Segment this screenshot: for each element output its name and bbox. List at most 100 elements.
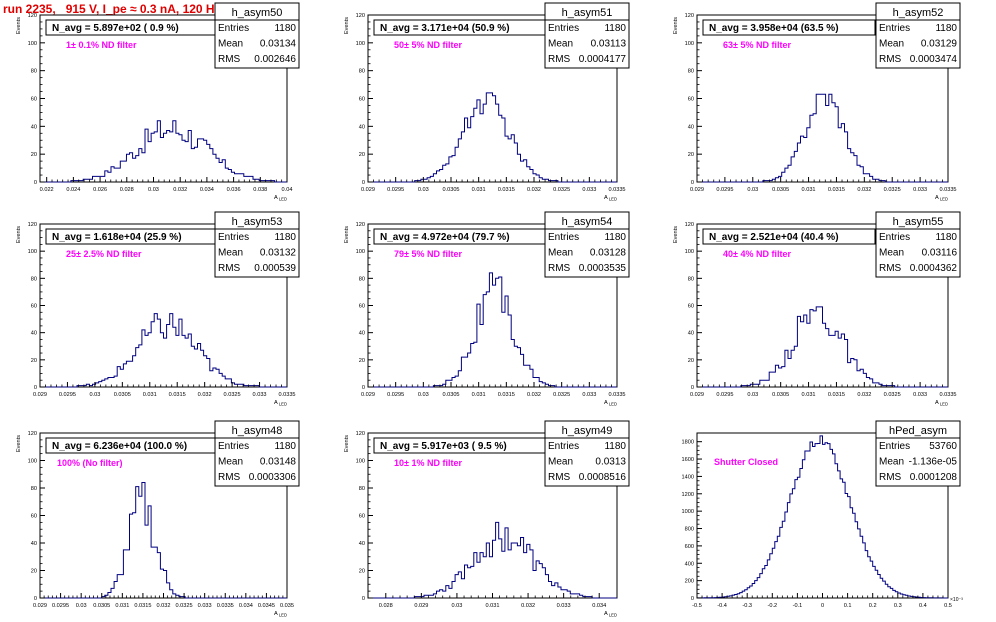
x-tick-label: 0.0335 xyxy=(939,187,956,193)
stats-value: 53760 xyxy=(929,441,957,452)
y-tick-label: 0 xyxy=(691,385,694,391)
y-tick-label: 40 xyxy=(31,541,37,547)
y-tick-label: 20 xyxy=(31,358,37,364)
x-tick-label: 0.0295 xyxy=(387,187,404,193)
y-tick-label: 100 xyxy=(356,249,365,255)
stats-label: Entries xyxy=(218,232,249,243)
filter-label: 10± 1% ND filter xyxy=(394,458,462,468)
stats-value: 0.0003306 xyxy=(249,472,297,483)
histogram-line xyxy=(40,120,287,183)
stats-label: Entries xyxy=(548,23,579,34)
stats-label: Mean xyxy=(218,457,243,468)
x-tick-label: -0.3 xyxy=(742,603,752,609)
y-tick-label: 60 xyxy=(359,97,365,103)
y-tick-label: 80 xyxy=(359,486,365,492)
panel-h_asym51: 0.029 0.0295 0.03 0.0305 0.031 0.0315 0.032 0.0… xyxy=(344,2,630,202)
x-tick-label: 0.029 xyxy=(690,187,704,193)
x-axis-label: A LED xyxy=(604,195,617,202)
y-tick-label: 200 xyxy=(685,579,694,585)
stats-value: 0.03134 xyxy=(260,39,297,50)
y-axis-label: Events xyxy=(344,435,350,452)
stats-label: RMS xyxy=(218,472,241,483)
panel-hPed_asym: -0.5 -0.4 -0.3 -0.2 -0.1 0 0.1 0.2 0.3 0.4 0.5 0 200… xyxy=(682,420,963,609)
stats-value: 1180 xyxy=(604,232,626,243)
x-tick-label: 0.0325 xyxy=(176,603,193,609)
y-tick-label: 1200 xyxy=(682,492,694,498)
filter-label: 25± 2.5% ND filter xyxy=(66,249,142,259)
y-tick-label: 60 xyxy=(688,97,694,103)
stats-label: RMS xyxy=(548,54,571,65)
y-tick-label: 800 xyxy=(685,527,694,533)
x-tick-label: 0.04 xyxy=(282,187,293,193)
x-tick-label: 0.028 xyxy=(379,603,393,609)
y-tick-label: 1800 xyxy=(682,440,694,446)
stats-value: 1180 xyxy=(604,441,626,452)
panel-h_asym53: 0.029 0.0295 0.03 0.0305 0.031 0.0315 0.032 0.0… xyxy=(16,211,300,407)
x-tick-label: 0.028 xyxy=(120,187,134,193)
y-tick-label: 100 xyxy=(28,459,37,465)
y-tick-label: 40 xyxy=(359,541,365,547)
x-tick-label: 0.029 xyxy=(414,603,428,609)
x-tick-label: 0.033 xyxy=(913,392,927,398)
x-tick-label: 0.0335 xyxy=(608,392,625,398)
stats-value: 0.0313 xyxy=(595,457,626,468)
navg-text: N_avg = 3.171e+04 (50.9 %) xyxy=(380,23,510,34)
x-tick-label: 0.03 xyxy=(747,187,758,193)
x-tick-label: 0.0325 xyxy=(224,392,241,398)
y-tick-label: 20 xyxy=(359,152,365,158)
y-axis-label: Events xyxy=(344,17,350,34)
y-tick-label: 100 xyxy=(356,459,365,465)
stats-value: 0.03132 xyxy=(260,248,297,259)
stats-label: RMS xyxy=(218,263,241,274)
x-tick-label: 0.0295 xyxy=(716,392,733,398)
panel-h_asym55: 0.029 0.0295 0.03 0.0305 0.031 0.0315 0.032 0.0… xyxy=(673,211,961,407)
histogram-name: h_asym54 xyxy=(562,216,613,228)
x-tick-label: 0.032 xyxy=(857,392,871,398)
panel-h_asym50: 0.022 0.024 0.026 0.028 0.03 0.032 0.034 0.036 0… xyxy=(16,2,300,202)
y-tick-label: 20 xyxy=(688,358,694,364)
filter-label: 100% (No filter) xyxy=(57,458,123,468)
x-tick-label: 0.03 xyxy=(451,603,462,609)
x-tick-label: 0.0335 xyxy=(608,187,625,193)
x-tick-label: 0.034 xyxy=(200,187,214,193)
x-tick-label: 0.0325 xyxy=(553,187,570,193)
y-tick-label: 1400 xyxy=(682,474,694,480)
x-axis-label: A LED xyxy=(274,195,287,202)
x-axis-label: A LED xyxy=(935,195,948,202)
x-tick-label: 0.0325 xyxy=(884,392,901,398)
y-axis-label: Events xyxy=(16,435,22,452)
stats-value: 0.0004177 xyxy=(579,54,627,65)
stats-label: Entries xyxy=(548,441,579,452)
x-tick-label: 0.0315 xyxy=(498,187,515,193)
y-tick-label: 100 xyxy=(356,41,365,47)
y-tick-label: 40 xyxy=(688,124,694,130)
histogram-name: h_asym51 xyxy=(562,7,613,19)
stats-label: RMS xyxy=(548,263,571,274)
x-tick-label: 0.0315 xyxy=(828,392,845,398)
y-tick-label: 120 xyxy=(28,13,37,19)
y-tick-label: 40 xyxy=(31,331,37,337)
y-tick-label: 1600 xyxy=(682,457,694,463)
stats-label: Entries xyxy=(218,441,249,452)
y-tick-label: 80 xyxy=(688,69,694,75)
stats-label: Mean xyxy=(879,248,904,259)
y-tick-label: 100 xyxy=(28,41,37,47)
stats-label: Entries xyxy=(879,232,910,243)
stats-value: 0.03128 xyxy=(590,248,627,259)
stats-label: Mean xyxy=(879,457,904,468)
navg-text: N_avg = 1.618e+04 (25.9 %) xyxy=(52,232,182,243)
x-tick-label: -0.1 xyxy=(793,603,803,609)
x-tick-label: 0.0335 xyxy=(278,392,295,398)
x-tick-label: 0.031 xyxy=(486,603,500,609)
x-tick-label: 0.0305 xyxy=(772,392,789,398)
x-tick-label: 0.0315 xyxy=(498,392,515,398)
panel-h_asym52: 0.029 0.0295 0.03 0.0305 0.031 0.0315 0.032 0.0… xyxy=(673,2,961,202)
x-tick-label: 0.031 xyxy=(472,392,486,398)
stats-label: Entries xyxy=(548,232,579,243)
x-tick-label: 0.032 xyxy=(521,603,535,609)
y-tick-label: 20 xyxy=(31,569,37,575)
x-tick-label: 0.4 xyxy=(919,603,927,609)
x-multiplier: ×10⁻³ xyxy=(950,597,963,603)
x-tick-label: 0.031 xyxy=(802,187,816,193)
